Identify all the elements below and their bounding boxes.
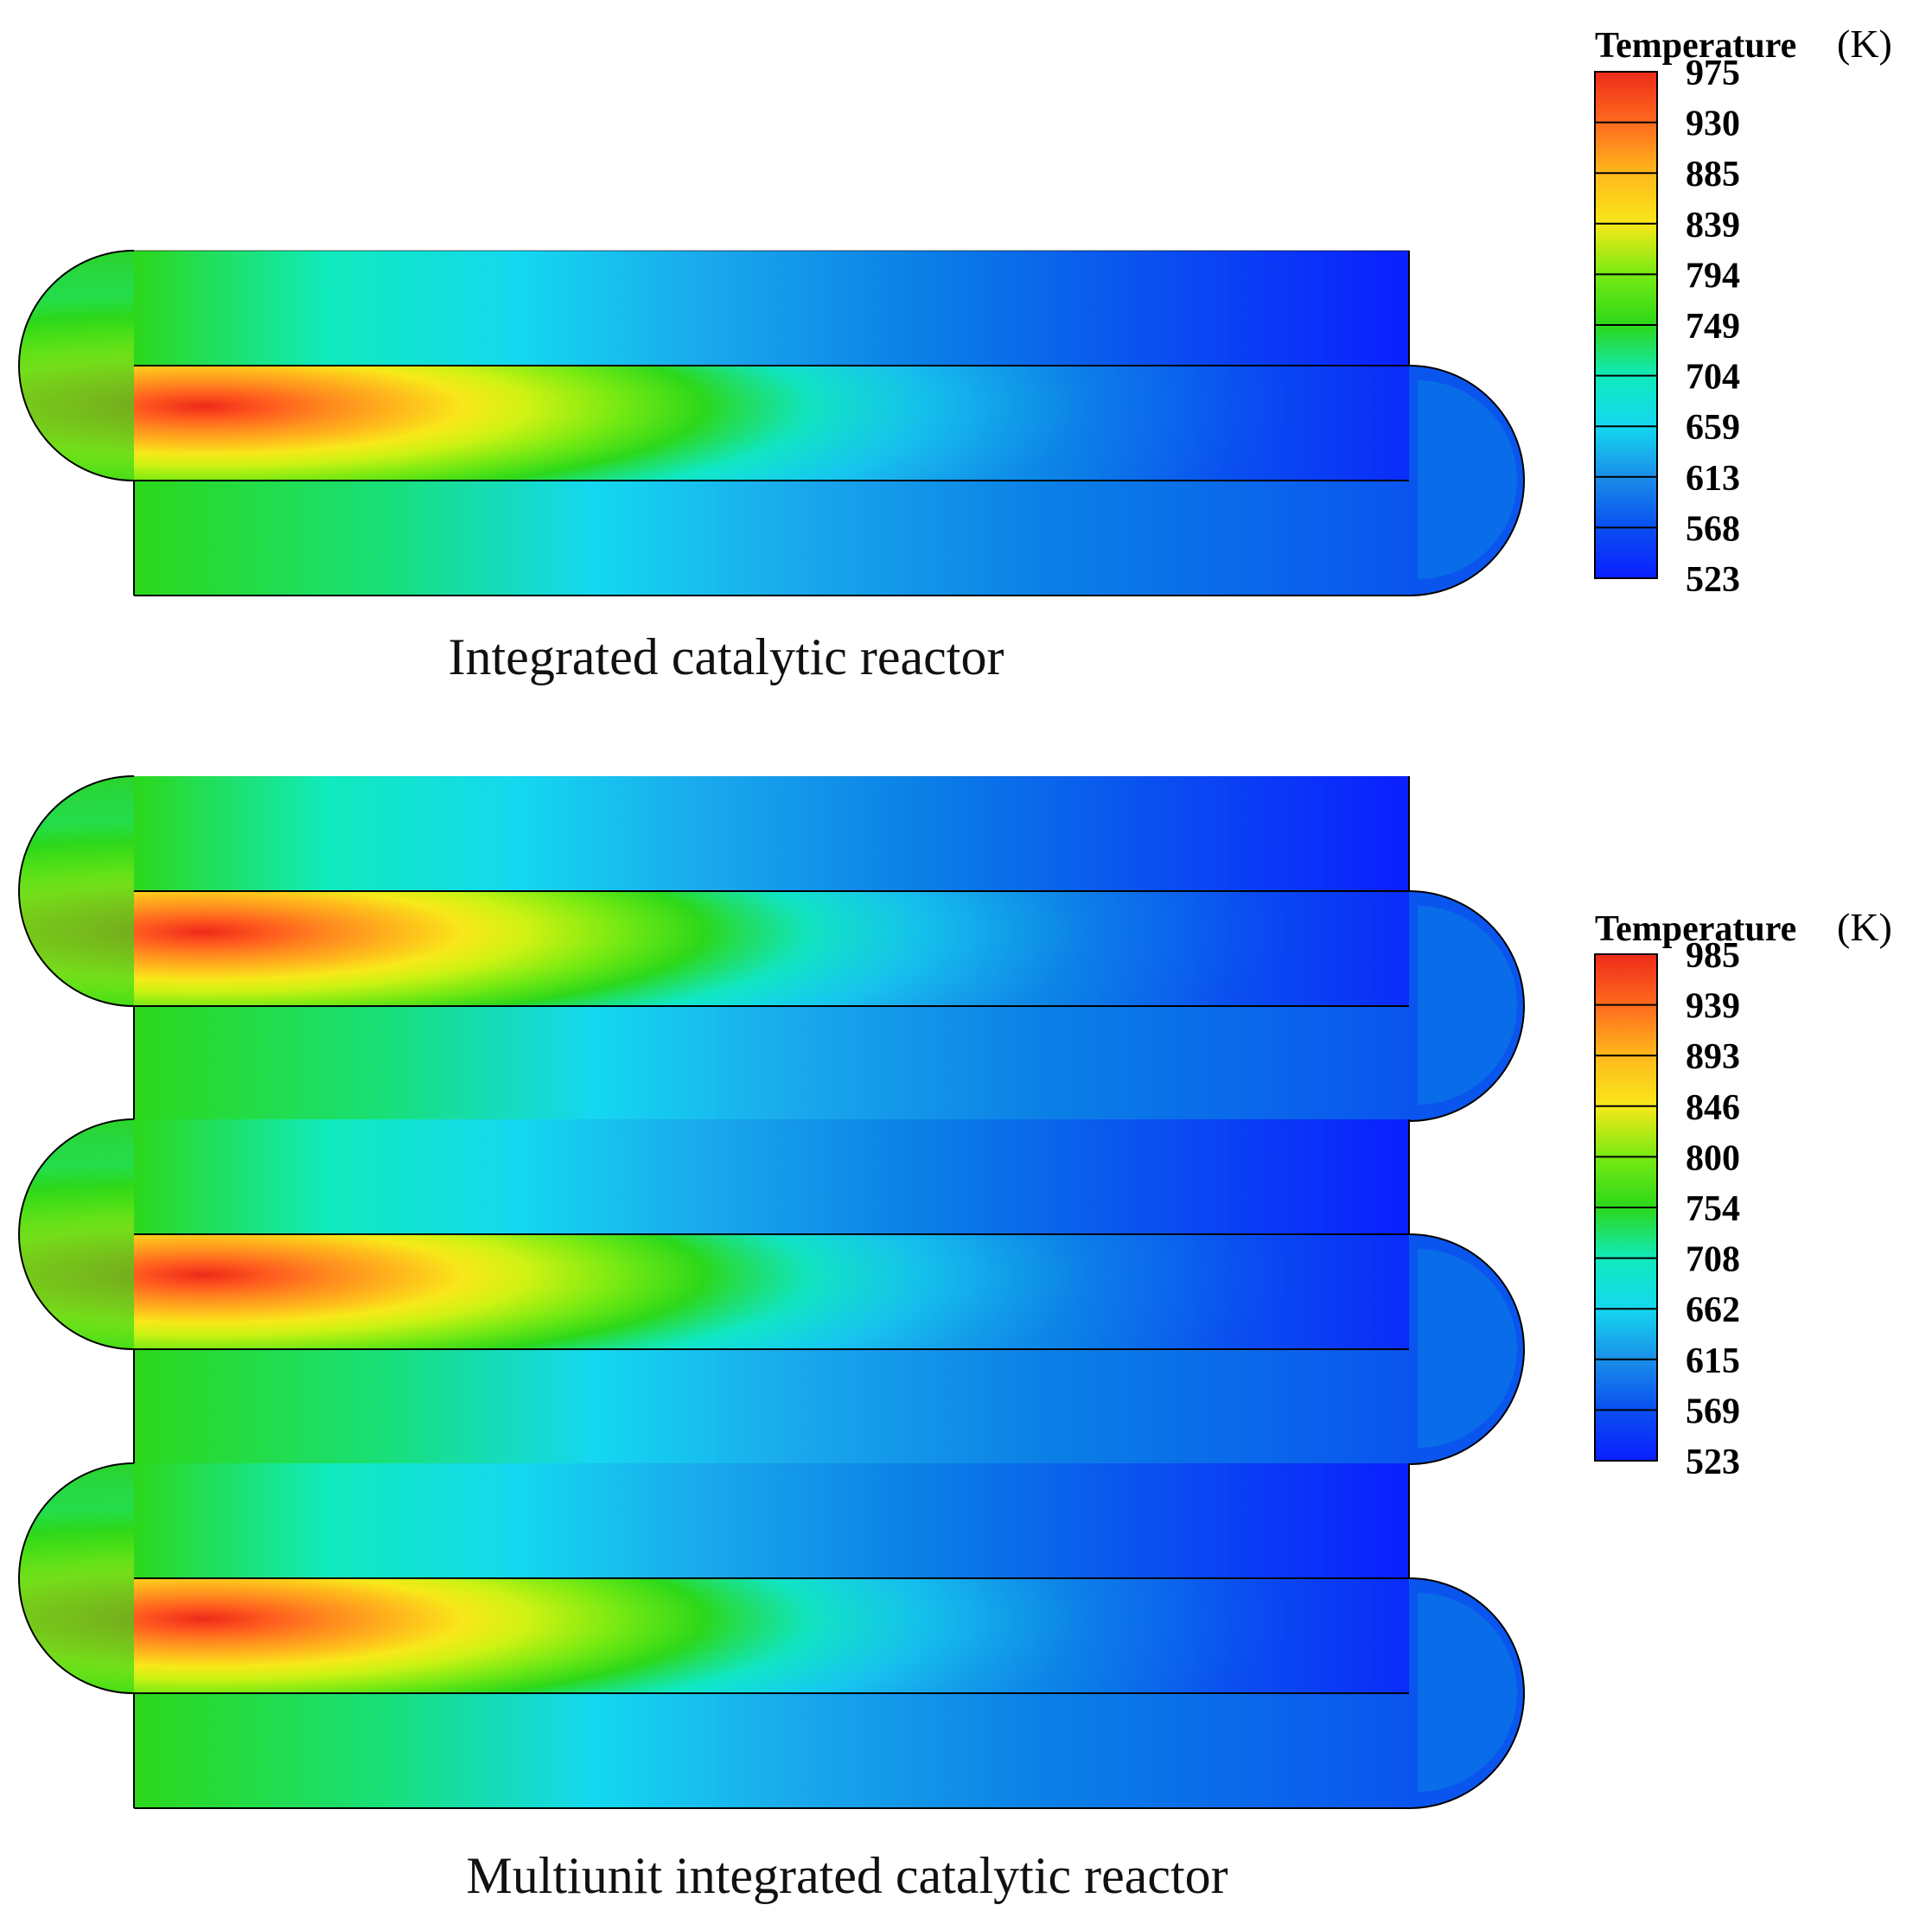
legend-top-tick-label: 568	[1686, 509, 1740, 549]
single-reactor-contour	[18, 250, 1525, 596]
legend-bottom-unit: (K)	[1837, 905, 1892, 949]
bottom-caption: Multiunit integrated catalytic reactor	[466, 1847, 1227, 1904]
multiunit-reactor-contour	[18, 775, 1525, 1809]
legend-top-unit: (K)	[1837, 22, 1892, 66]
legend-top-tick-label: 704	[1686, 358, 1740, 398]
legend-top-tick-label: 930	[1686, 105, 1740, 144]
legend-bottom: Temperature (K) 985 939 893 846 800 754 708 662…	[1594, 905, 1892, 1482]
legend-top-tick-label: 749	[1686, 307, 1740, 347]
legend-bottom-tick-label: 985	[1686, 936, 1740, 976]
legend-bottom-tick-label: 893	[1686, 1037, 1740, 1077]
legend-top-tick-label: 659	[1686, 408, 1740, 448]
top-caption: Integrated catalytic reactor	[449, 628, 1004, 685]
legend-top: Temperature (K) 975 930 885 839 794 749 704 659…	[1594, 22, 1892, 600]
legend-bottom-tick-label: 846	[1686, 1088, 1740, 1128]
legend-bottom-tick-label: 569	[1686, 1392, 1740, 1431]
legend-bottom-tick-label: 523	[1686, 1443, 1740, 1482]
legend-top-tick-label: 613	[1686, 459, 1740, 499]
legend-bottom-title: Temperature	[1595, 909, 1796, 949]
legend-top-title: Temperature	[1595, 26, 1796, 66]
legend-bottom-tick-label: 800	[1686, 1138, 1740, 1178]
legend-top-tick-label: 885	[1686, 155, 1740, 194]
legend-top-tick-label: 794	[1686, 256, 1740, 296]
legend-bottom-tick-label: 708	[1686, 1240, 1740, 1280]
legend-bottom-tick-label: 939	[1686, 987, 1740, 1027]
legend-bottom-tick-label: 754	[1686, 1189, 1740, 1229]
legend-top-tick-label: 523	[1686, 560, 1740, 600]
legend-bottom-tick-label: 662	[1686, 1290, 1740, 1330]
legend-bottom-tick-label: 615	[1686, 1341, 1740, 1381]
legend-top-tick-label: 839	[1686, 206, 1740, 245]
legend-top-tick-label: 975	[1686, 54, 1740, 93]
